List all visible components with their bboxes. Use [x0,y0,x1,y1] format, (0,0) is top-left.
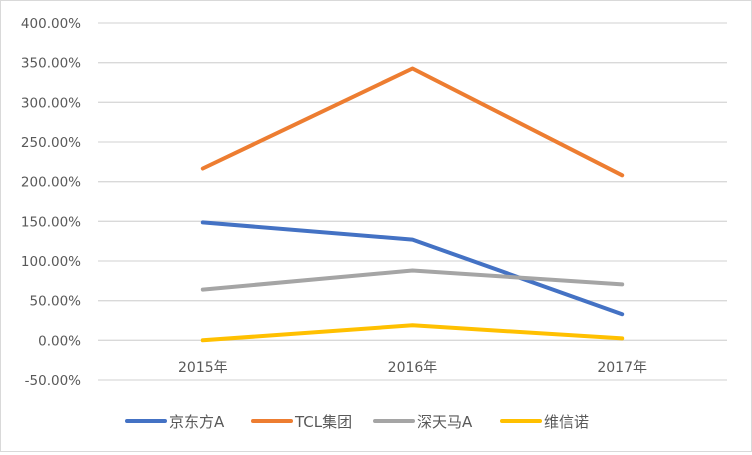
legend-item[interactable]: 维信诺 [500,413,589,431]
legend-item[interactable]: TCL集团 [251,413,352,431]
x-tick-label: 2015年 [178,360,228,376]
y-tick-label: 100.00% [21,254,81,270]
legend-label: 深天马A [417,413,473,431]
legend-item[interactable]: 深天马A [373,413,473,431]
x-tick-label: 2016年 [388,360,438,376]
x-axis-tick-labels: 2015年 2016年 2017年 [178,360,647,376]
y-tick-label: 350.00% [21,56,81,72]
y-tick-label: 400.00% [21,16,81,32]
legend-label: 维信诺 [544,413,589,431]
series-line-3 [200,323,625,343]
series-line-1 [200,66,625,178]
x-tick-label: 2017年 [597,360,647,376]
legend-label: 京东方A [169,413,225,431]
series-lines [200,66,625,343]
y-tick-label: -50.00% [25,373,82,389]
y-tick-label: 200.00% [21,175,81,191]
series-line-2 [200,268,625,292]
y-tick-label: 0.00% [38,333,81,349]
legend-label: TCL集团 [294,413,352,431]
legend: 京东方A TCL集团 深天马A 维信诺 [125,413,589,431]
series-line-0 [200,220,625,317]
y-axis-tick-labels: 400.00% 350.00% 300.00% 250.00% 200.00% 150.0… [21,16,81,389]
y-tick-label: 150.00% [21,214,81,230]
y-tick-label: 250.00% [21,135,81,151]
y-tick-label: 50.00% [30,294,82,310]
y-tick-label: 300.00% [21,95,81,111]
legend-item[interactable]: 京东方A [125,413,225,431]
